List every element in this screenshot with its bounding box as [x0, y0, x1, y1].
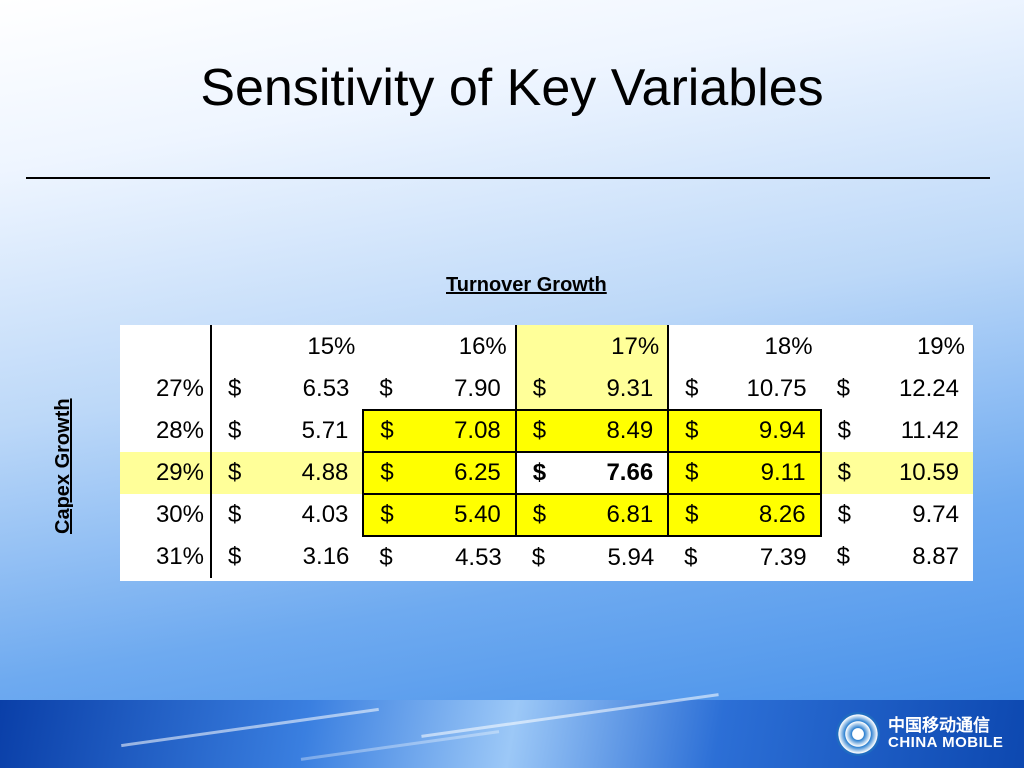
table-cell: $4.88 [211, 452, 365, 494]
row-axis-label: Capex Growth [52, 398, 74, 534]
table-cell: $9.74 [837, 501, 959, 528]
row-label: 28% [120, 410, 212, 452]
table-cell: $6.25 [363, 451, 517, 494]
table-cell: $9.11 [668, 451, 822, 494]
china-mobile-logo: 中国移动通信 CHINA MOBILE [836, 712, 1003, 756]
corner-cell [120, 325, 212, 368]
table-cell: $6.53 [228, 375, 350, 402]
base-case-cell: $7.66 [515, 451, 670, 494]
table-cell: $5.94 [531, 543, 655, 571]
light-streak [300, 730, 500, 761]
table-cell: $11.42 [837, 417, 959, 444]
table-cell: $10.59 [820, 452, 973, 494]
table-cell: $7.90 [363, 368, 517, 410]
table-cell: $6.81 [515, 493, 670, 537]
table-row: 27% $6.53 $7.90 $9.31 $10.75 $12.24 [120, 368, 973, 410]
column-header: 15% [307, 332, 356, 360]
sensitivity-table: 15% 16% 17% 18% 19% 27% $6.53 $7.90 $9.3… [120, 325, 973, 581]
table-header-row: 15% 16% 17% 18% 19% [120, 325, 973, 368]
logo-mark-icon [836, 712, 880, 756]
column-header: 18% [667, 325, 821, 368]
table-cell: $10.75 [667, 368, 821, 410]
column-header: 16% [363, 325, 517, 368]
row-label: 29% [120, 452, 212, 494]
column-header: 17% [515, 325, 669, 368]
slide-title: Sensitivity of Key Variables [200, 59, 824, 117]
column-header: 19% [916, 332, 965, 360]
table-cell: $7.39 [684, 543, 807, 571]
light-streak [421, 693, 719, 738]
light-streak [121, 707, 379, 748]
logo-text-english: CHINA MOBILE [888, 734, 1004, 752]
table-cell: $5.40 [363, 493, 517, 537]
table-cell: $7.08 [363, 409, 517, 452]
row-label: 30% [120, 494, 212, 536]
row-label: 31% [120, 536, 212, 578]
table-cell: $8.26 [668, 493, 822, 537]
column-axis-label: Turnover Growth [446, 274, 607, 296]
table-cell: $9.31 [515, 368, 669, 410]
table-row: 28% $5.71 $7.08 $8.49 $9.94 $11.42 [120, 409, 973, 452]
table-row-base-case: 29% $4.88 $6.25 $7.66 $9.11 $10.59 [120, 451, 973, 494]
title-divider [26, 177, 990, 179]
table-cell: $8.49 [515, 409, 670, 452]
table-cell: $8.87 [836, 543, 959, 570]
row-label: 27% [120, 368, 212, 410]
logo-text-chinese: 中国移动通信 [888, 716, 990, 736]
table-cell: $5.71 [211, 410, 365, 452]
table-cell: $3.16 [228, 543, 350, 570]
table-row: 30% $4.03 $5.40 $6.81 $8.26 $9.74 [120, 493, 973, 537]
table-cell: $4.03 [211, 494, 365, 536]
table-cell: $12.24 [836, 375, 959, 402]
table-cell: $9.94 [668, 409, 822, 452]
table-row: 31% $3.16 $4.53 $5.94 $7.39 $8.87 [120, 536, 973, 578]
table-cell: $4.53 [379, 543, 502, 571]
